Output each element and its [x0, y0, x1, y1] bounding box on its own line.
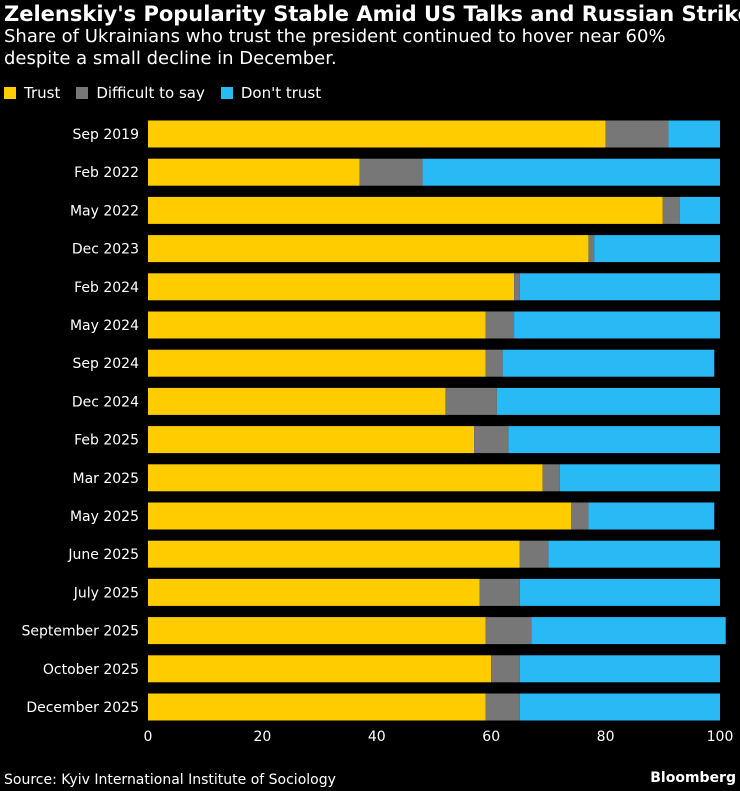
x-tick-label: 60 — [482, 729, 500, 745]
bar-trust — [148, 617, 486, 645]
legend-swatch-difficult — [76, 87, 89, 99]
bar-dont-trust — [519, 655, 720, 683]
bar-difficult-to-say — [662, 196, 680, 224]
bar-difficult-to-say — [605, 120, 669, 148]
bar-difficult-to-say — [571, 502, 589, 530]
x-tick-label: 0 — [144, 729, 153, 745]
category-label: Dec 2023 — [72, 242, 139, 258]
legend: Trust Difficult to say Don't trust — [4, 84, 337, 102]
legend-label-distrust: Don't trust — [240, 84, 322, 102]
x-tick-label: 100 — [707, 729, 734, 745]
bar-difficult-to-say — [359, 158, 423, 186]
bar-difficult-to-say — [514, 273, 520, 301]
bar-dont-trust — [519, 578, 720, 606]
category-label: December 2025 — [26, 700, 139, 716]
category-label: Sep 2019 — [73, 127, 139, 143]
legend-label-difficult: Difficult to say — [96, 84, 205, 102]
bar-trust — [148, 426, 475, 454]
bar-difficult-to-say — [485, 693, 520, 721]
bar-trust — [148, 273, 515, 301]
bar-trust — [148, 578, 480, 606]
bar-trust — [148, 235, 589, 263]
category-label: July 2025 — [73, 585, 139, 601]
bar-dont-trust — [422, 158, 720, 186]
bar-dont-trust — [514, 311, 720, 339]
bar-trust — [148, 693, 486, 721]
bar-difficult-to-say — [485, 349, 503, 377]
bar-difficult-to-say — [445, 387, 497, 415]
x-tick-label: 40 — [368, 729, 386, 745]
bar-trust — [148, 196, 663, 224]
bar-dont-trust — [594, 235, 720, 263]
category-label: June 2025 — [67, 547, 139, 563]
chart-title: Zelenskiy's Popularity Stable Amid US Ta… — [4, 2, 740, 26]
chart-subtitle: Share of Ukrainians who trust the presid… — [4, 26, 666, 69]
bar-difficult-to-say — [588, 235, 595, 263]
x-tick-label: 80 — [597, 729, 615, 745]
bar-difficult-to-say — [491, 655, 520, 683]
source-note: Source: Kyiv International Institute of … — [4, 772, 336, 788]
bar-dont-trust — [559, 464, 720, 492]
legend-item-trust: Trust — [4, 84, 60, 102]
category-label: Sep 2024 — [73, 356, 140, 372]
legend-label-trust: Trust — [24, 84, 61, 102]
category-label: Feb 2022 — [74, 165, 139, 181]
category-label: September 2025 — [22, 624, 139, 640]
category-label: May 2022 — [70, 203, 139, 219]
bar-difficult-to-say — [479, 578, 520, 606]
bar-trust — [148, 158, 360, 186]
category-label: Dec 2024 — [72, 394, 139, 410]
legend-swatch-trust — [4, 87, 16, 99]
bar-dont-trust — [668, 120, 720, 148]
bar-dont-trust — [679, 196, 720, 224]
bar-difficult-to-say — [485, 311, 515, 339]
bar-trust — [148, 655, 492, 683]
category-label: October 2025 — [43, 662, 139, 678]
bar-difficult-to-say — [519, 540, 549, 568]
bar-difficult-to-say — [542, 464, 560, 492]
category-label: Mar 2025 — [73, 471, 140, 487]
bar-trust — [148, 464, 543, 492]
bar-trust — [148, 387, 446, 415]
bar-trust — [148, 349, 486, 377]
bar-dont-trust — [588, 502, 715, 530]
legend-item-difficult: Difficult to say — [76, 84, 205, 102]
bar-dont-trust — [548, 540, 720, 568]
bar-dont-trust — [508, 426, 720, 454]
bar-dont-trust — [519, 273, 720, 301]
category-label: May 2025 — [70, 509, 139, 525]
bar-dont-trust — [496, 387, 720, 415]
bar-dont-trust — [531, 617, 726, 645]
bar-dont-trust — [519, 693, 720, 721]
bar-dont-trust — [502, 349, 715, 377]
x-tick-label: 20 — [253, 729, 271, 745]
bar-trust — [148, 502, 572, 530]
category-label: Feb 2025 — [74, 433, 139, 449]
category-label: Feb 2024 — [74, 280, 139, 296]
bar-trust — [148, 540, 520, 568]
category-label: May 2024 — [70, 318, 139, 334]
bar-difficult-to-say — [474, 426, 509, 454]
legend-item-distrust: Don't trust — [220, 84, 322, 102]
stacked-bar-chart: Sep 2019 Feb 2022 May 2022 Dec 2023 Feb 2024… — [22, 120, 734, 745]
bar-trust — [148, 311, 486, 339]
legend-swatch-distrust — [220, 87, 233, 99]
brand-logo: Bloomberg — [650, 770, 736, 786]
bar-difficult-to-say — [485, 617, 532, 645]
bar-trust — [148, 120, 606, 148]
